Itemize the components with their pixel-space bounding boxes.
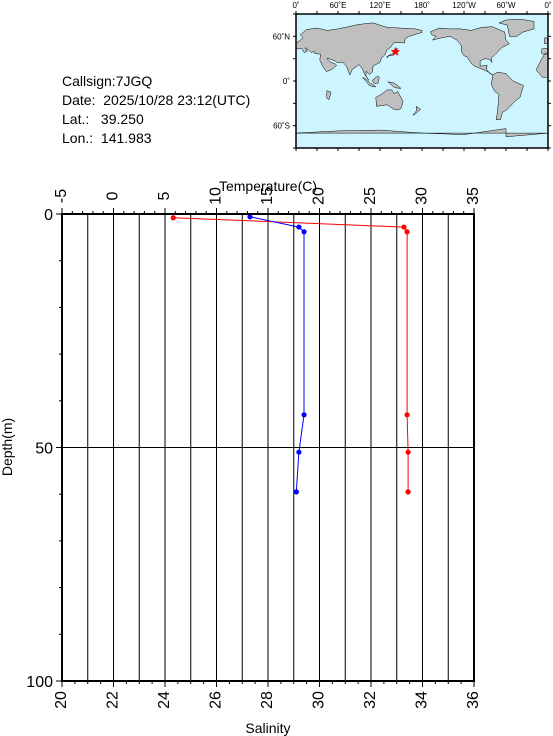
left-axis-title: Depth(m) — [0, 418, 15, 476]
bottom-axis-title: Salinity — [245, 720, 290, 736]
top-tick-labels: -5 0 5 10 15 20 25 30 35 — [53, 187, 482, 205]
data-point-salinity — [293, 489, 299, 495]
plot-frame — [61, 213, 475, 682]
map-longitude-label: 180˚ — [414, 1, 430, 10]
land-shape — [296, 128, 548, 138]
data-point-temperature — [405, 449, 411, 455]
data-point-temperature — [170, 215, 176, 221]
left-tick-label: 50 — [35, 441, 53, 458]
data-point-salinity — [301, 229, 307, 235]
left-tick-label: 0 — [44, 207, 53, 224]
land-shape — [412, 105, 422, 116]
map-longitude-label: 60˚W — [496, 1, 516, 10]
left-tick-label: 100 — [26, 674, 53, 691]
series-group — [170, 214, 411, 495]
series-line-salinity — [249, 216, 305, 492]
data-point-salinity — [296, 449, 302, 455]
map-longitude-label: 120˚W — [452, 1, 476, 10]
map-border — [295, 13, 549, 149]
top-tick-label: 0 — [105, 191, 122, 200]
top-tick-label: 15 — [259, 187, 276, 205]
map-longitude-label: 120˚E — [369, 1, 390, 10]
bottom-tick-label: 28 — [259, 691, 276, 709]
top-tick-label: 35 — [465, 187, 482, 205]
top-tick-label: 25 — [362, 187, 379, 205]
land-shape — [541, 47, 548, 55]
bottom-tick-label: 24 — [156, 691, 173, 709]
top-tick-label: -5 — [53, 189, 70, 203]
top-tick-label: 30 — [414, 187, 431, 205]
land-shape — [498, 18, 535, 37]
map-top-labels: 0˚ 60˚E 120˚E 180˚ 120˚W 60˚W 0˚ — [292, 1, 551, 10]
grid — [62, 214, 474, 681]
latitude-text: Lat.: 39.250 — [62, 111, 144, 127]
top-tick-label: 5 — [156, 191, 173, 200]
callsign-text: Callsign:7JGQ — [62, 73, 153, 89]
map-longitude-label: 0˚ — [292, 1, 299, 10]
data-point-salinity — [301, 412, 307, 418]
bottom-tick-label: 22 — [105, 691, 122, 709]
bottom-tick-label: 36 — [465, 691, 482, 709]
data-point-salinity — [247, 214, 253, 220]
land-shape — [296, 22, 423, 81]
bottom-tick-labels: 20 22 24 26 28 30 32 34 36 — [53, 691, 482, 709]
top-tick-label: 20 — [311, 187, 328, 205]
series-line-temperature — [173, 217, 409, 492]
land-shape — [535, 53, 548, 78]
data-point-temperature — [404, 412, 410, 418]
map-frame — [293, 11, 551, 151]
top-tick-label: 10 — [208, 187, 225, 205]
land-shape — [387, 81, 402, 89]
map-latitude-label: 0˚ — [283, 77, 290, 86]
bottom-tick-label: 34 — [414, 691, 431, 709]
station-info: Callsign:7JGQ Date: 2025/10/28 23:12(UTC… — [62, 72, 250, 148]
map-latitude-label: 60˚S — [273, 122, 290, 131]
land-shape — [371, 75, 380, 84]
top-axis-title: Temperature(C) — [219, 178, 317, 194]
map-longitude-label: 0˚ — [544, 1, 551, 10]
data-point-temperature — [401, 224, 407, 230]
map-land — [296, 18, 548, 138]
map-left-labels: 60˚N 0˚ 60˚S — [273, 32, 291, 130]
left-tick-labels: 0 50 100 — [26, 207, 53, 691]
land-shape — [491, 71, 524, 120]
data-point-temperature — [405, 489, 411, 495]
data-point-salinity — [296, 224, 302, 230]
map-longitude-label: 60˚E — [330, 1, 347, 10]
station-marker-icon — [390, 46, 401, 56]
bottom-tick-label: 26 — [208, 691, 225, 709]
land-shape — [430, 26, 510, 76]
world-map: 0˚ 60˚E 120˚E 180˚ 120˚W 60˚W 0˚ 60˚N 0˚ 60˚S — [273, 1, 552, 151]
bottom-tick-label: 32 — [362, 691, 379, 709]
bottom-tick-label: 20 — [53, 691, 70, 709]
map-latitude-label: 60˚N — [273, 32, 291, 41]
land-shape — [326, 90, 332, 101]
land-shape — [362, 77, 377, 88]
longitude-text: Lon.: 141.983 — [62, 130, 152, 146]
date-text: Date: 2025/10/28 23:12(UTC) — [62, 92, 251, 108]
land-shape — [375, 89, 404, 111]
bottom-tick-label: 30 — [311, 691, 328, 709]
data-point-temperature — [404, 229, 410, 235]
